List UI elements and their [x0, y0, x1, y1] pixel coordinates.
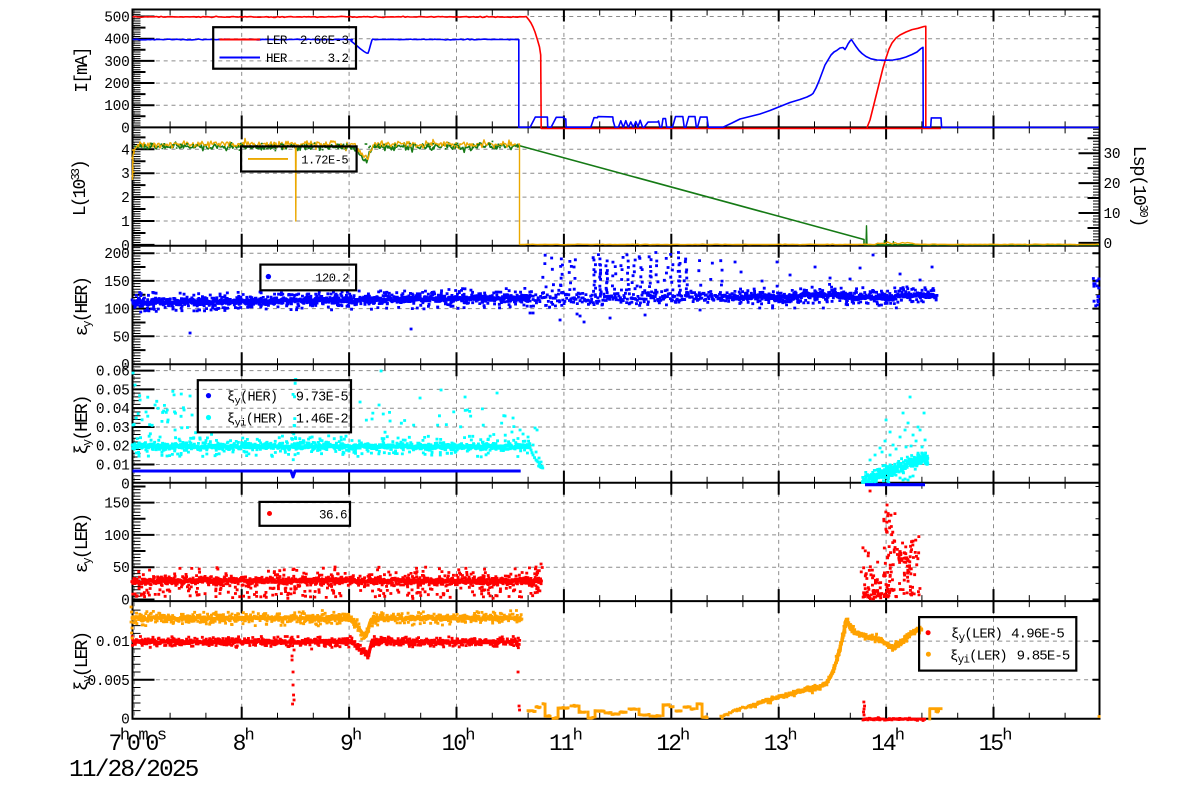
svg-text:h: h — [573, 727, 582, 746]
svg-text:4.96E-5: 4.96E-5 — [1011, 627, 1064, 643]
svg-text:15: 15 — [979, 731, 1004, 757]
svg-text:2: 2 — [121, 191, 129, 207]
svg-text:2.66E-3: 2.66E-3 — [300, 34, 349, 48]
svg-text:0.02: 0.02 — [96, 440, 130, 456]
svg-text:1.46E-2: 1.46E-2 — [296, 413, 349, 428]
svg-text:13: 13 — [764, 731, 789, 757]
svg-text:100: 100 — [104, 303, 129, 319]
svg-text:4: 4 — [121, 143, 129, 159]
svg-text:9: 9 — [340, 731, 353, 757]
svg-text:30: 30 — [1104, 147, 1121, 163]
svg-text:150: 150 — [104, 275, 129, 291]
svg-text:0.03: 0.03 — [96, 421, 130, 437]
svg-text:0.005: 0.005 — [87, 674, 129, 690]
svg-text:0: 0 — [121, 477, 129, 493]
svg-text:200: 200 — [104, 77, 129, 93]
svg-text:11/28/2025: 11/28/2025 — [69, 757, 199, 784]
svg-text:0.01: 0.01 — [96, 635, 130, 651]
svg-text:h: h — [465, 727, 474, 746]
svg-text:0: 0 — [121, 358, 129, 374]
svg-text:εy(LER): εy(LER) — [73, 515, 95, 573]
svg-text:0: 0 — [121, 121, 129, 137]
svg-text:ξyi(LER): ξyi(LER) — [950, 649, 1007, 667]
svg-text:ξyi(HER): ξyi(HER) — [227, 413, 283, 430]
svg-text:100: 100 — [104, 99, 129, 115]
svg-text:ξy(HER): ξy(HER) — [73, 396, 95, 454]
svg-text:9.73E-5: 9.73E-5 — [296, 391, 349, 406]
svg-text:10: 10 — [1104, 207, 1121, 223]
svg-text:1.72E-5: 1.72E-5 — [301, 154, 348, 168]
svg-text:LER: LER — [266, 34, 288, 48]
svg-text:1: 1 — [121, 215, 129, 231]
svg-text:ξy(LER): ξy(LER) — [951, 627, 1002, 645]
svg-text:100: 100 — [104, 529, 129, 545]
svg-text:h: h — [1002, 727, 1011, 746]
svg-text:50: 50 — [113, 561, 130, 577]
svg-text:s: s — [157, 727, 166, 746]
svg-text:200: 200 — [104, 247, 129, 263]
svg-text:h: h — [787, 727, 796, 746]
svg-text:10: 10 — [442, 731, 467, 757]
svg-text:L(1033): L(1033) — [69, 161, 91, 216]
svg-text:I[mA]: I[mA] — [73, 48, 93, 93]
svg-text:h: h — [680, 727, 689, 746]
svg-text:0: 0 — [127, 731, 140, 757]
svg-text:14: 14 — [871, 731, 896, 757]
svg-text:36.6: 36.6 — [319, 509, 347, 523]
svg-text:500: 500 — [104, 11, 129, 27]
svg-text:0.01: 0.01 — [96, 459, 130, 475]
svg-text:h: h — [352, 727, 361, 746]
svg-text:9.85E-5: 9.85E-5 — [1017, 649, 1070, 665]
svg-text:20: 20 — [1104, 177, 1121, 193]
svg-text:0: 0 — [121, 239, 129, 255]
svg-text:3: 3 — [121, 167, 129, 183]
svg-text:12: 12 — [656, 731, 681, 757]
svg-text:3.2: 3.2 — [328, 52, 349, 66]
svg-text:ξy(LER): ξy(LER) — [73, 633, 95, 691]
svg-text:0: 0 — [146, 731, 159, 757]
svg-text:120.2: 120.2 — [315, 272, 349, 286]
svg-text:0: 0 — [1104, 237, 1112, 253]
svg-text:0: 0 — [121, 712, 129, 728]
svg-text:8: 8 — [233, 731, 246, 757]
svg-text:0.06: 0.06 — [96, 365, 130, 381]
svg-text:150: 150 — [104, 497, 129, 513]
svg-text:h: h — [120, 727, 129, 746]
svg-text:400: 400 — [104, 33, 129, 49]
svg-text:h: h — [245, 727, 254, 746]
svg-text:εy(HER): εy(HER) — [73, 278, 95, 336]
svg-text:ξy(HER): ξy(HER) — [227, 391, 277, 408]
svg-text:0.04: 0.04 — [96, 402, 130, 418]
svg-text:0: 0 — [121, 594, 129, 610]
svg-text:11: 11 — [549, 731, 574, 757]
svg-text:7: 7 — [109, 731, 121, 757]
svg-text:HER: HER — [266, 52, 288, 66]
svg-text:0.05: 0.05 — [96, 383, 130, 399]
svg-text:h: h — [895, 727, 904, 746]
svg-text:300: 300 — [104, 55, 129, 71]
svg-text:50: 50 — [113, 330, 130, 346]
